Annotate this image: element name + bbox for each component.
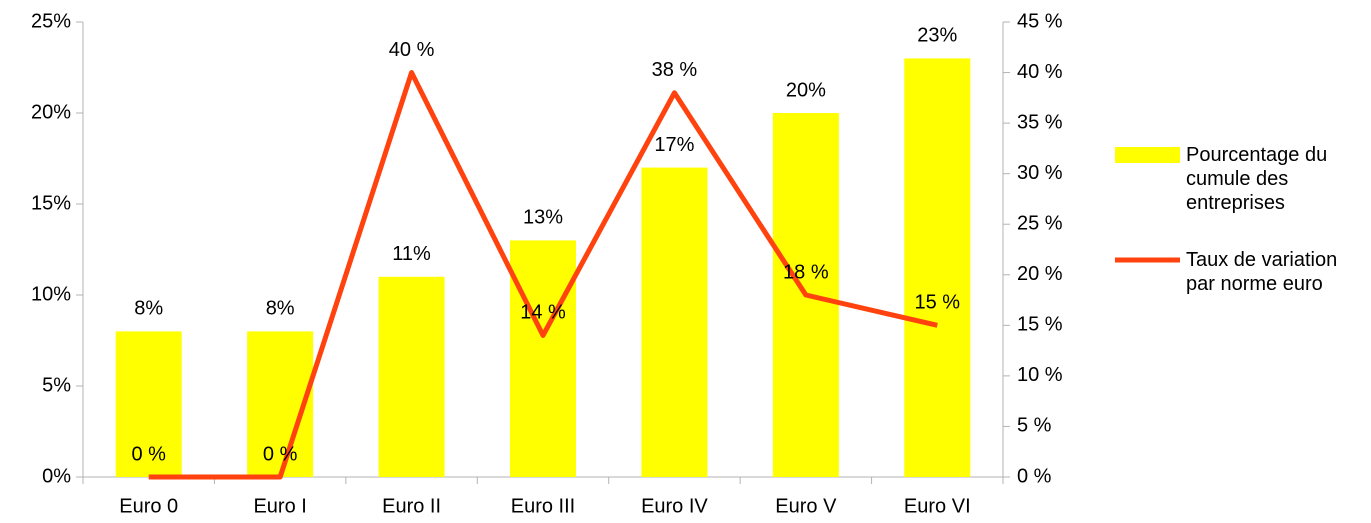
legend-label: Pourcentage du cumule des entreprises bbox=[1186, 144, 1328, 214]
bar bbox=[641, 167, 708, 477]
x-tick-label: Euro 0 bbox=[119, 495, 178, 517]
y-tick-label: 15% bbox=[31, 192, 71, 214]
data-label: 38 % bbox=[652, 59, 698, 81]
data-label: 18 % bbox=[783, 261, 829, 283]
x-tick-label: Euro III bbox=[511, 495, 575, 517]
y-tick-label: 0% bbox=[42, 465, 71, 487]
line bbox=[148, 70, 938, 480]
data-label: 8% bbox=[134, 298, 163, 320]
y2-tick-label: 10 % bbox=[1017, 364, 1063, 386]
x-tick-label: Euro II bbox=[382, 495, 441, 517]
y2-tick-label: 25 % bbox=[1017, 213, 1063, 235]
data-label: 15 % bbox=[914, 292, 960, 314]
data-label: 20% bbox=[786, 79, 826, 101]
y-tick-label: 20% bbox=[31, 101, 71, 123]
y2-tick-label: 0 % bbox=[1017, 465, 1052, 487]
y2-tick-label: 15 % bbox=[1017, 314, 1063, 336]
y-tick-label: 25% bbox=[31, 10, 71, 32]
data-label: 40 % bbox=[389, 39, 435, 61]
y-tick-label: 5% bbox=[42, 374, 71, 396]
data-label: 23% bbox=[917, 25, 957, 47]
legend-item: Taux de variation par norme euro bbox=[1186, 249, 1338, 295]
y2-tick-label: 40 % bbox=[1017, 61, 1063, 83]
y-tick-label: 10% bbox=[31, 283, 71, 305]
data-label: 14 % bbox=[520, 302, 566, 324]
y2-tick-label: 5 % bbox=[1017, 415, 1052, 437]
bar bbox=[378, 276, 445, 477]
y2-tick-label: 35 % bbox=[1017, 111, 1063, 133]
y2-tick-label: 20 % bbox=[1017, 263, 1063, 285]
x-tick-label: Euro V bbox=[775, 495, 837, 517]
legend-swatch bbox=[1115, 147, 1180, 163]
data-label: 8% bbox=[266, 298, 295, 320]
data-label: 11% bbox=[392, 243, 431, 265]
data-label: 0 % bbox=[263, 443, 298, 465]
x-tick-label: Euro I bbox=[253, 495, 306, 517]
data-label: 17% bbox=[654, 134, 694, 156]
x-tick-label: Euro VI bbox=[904, 495, 971, 517]
bar bbox=[510, 240, 576, 477]
legend-label: Taux de variation par norme euro bbox=[1186, 249, 1338, 295]
data-label: 13% bbox=[523, 207, 563, 229]
bar bbox=[904, 58, 971, 478]
x-tick-label: Euro IV bbox=[641, 495, 708, 517]
legend-item: Pourcentage du cumule des entreprises bbox=[1186, 144, 1328, 214]
bar bbox=[115, 331, 182, 477]
data-label: 0 % bbox=[131, 443, 166, 465]
y2-tick-label: 30 % bbox=[1017, 162, 1063, 184]
y2-tick-label: 45 % bbox=[1017, 10, 1063, 32]
